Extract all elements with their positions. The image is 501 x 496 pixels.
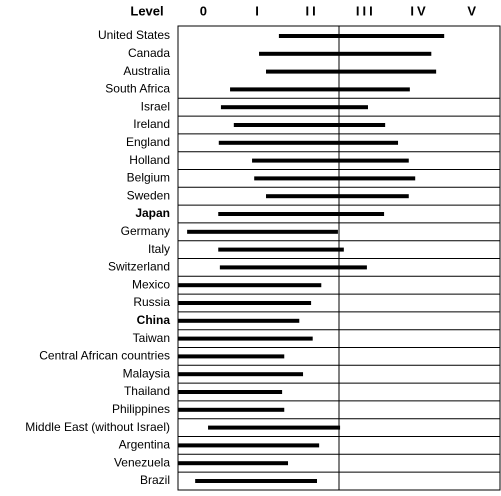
level-label: IV bbox=[410, 3, 428, 18]
range-bar bbox=[218, 212, 385, 216]
category-label: United States bbox=[98, 28, 170, 42]
category-label: Ireland bbox=[133, 117, 170, 131]
category-label: Malaysia bbox=[123, 366, 171, 380]
category-label: Australia bbox=[123, 64, 170, 78]
category-label: Holland bbox=[129, 153, 170, 167]
range-bar bbox=[178, 354, 285, 359]
category-label: Sweden bbox=[127, 188, 170, 202]
level-label: II bbox=[306, 3, 319, 18]
category-label: Brazil bbox=[140, 473, 170, 487]
range-bar bbox=[195, 479, 317, 483]
range-bar bbox=[178, 283, 322, 288]
range-bar bbox=[233, 123, 386, 127]
category-label: Venezuela bbox=[114, 455, 170, 469]
category-label: Taiwan bbox=[133, 331, 170, 345]
range-bar bbox=[218, 140, 399, 145]
range-bar bbox=[178, 318, 300, 323]
category-label: Japan bbox=[135, 206, 170, 220]
category-label: Israel bbox=[141, 99, 170, 113]
category-label: Thailand bbox=[124, 384, 170, 398]
category-label: Switzerland bbox=[108, 260, 170, 274]
level-label: 0 bbox=[200, 3, 210, 18]
category-label: South Africa bbox=[105, 82, 170, 96]
level-label: III bbox=[356, 3, 376, 18]
category-label: Belgium bbox=[127, 171, 170, 185]
category-label: Canada bbox=[128, 46, 170, 60]
category-label: Argentina bbox=[119, 438, 171, 452]
range-bar bbox=[178, 390, 283, 394]
category-label: Germany bbox=[121, 224, 170, 238]
range-bar bbox=[208, 425, 341, 430]
range-bar bbox=[220, 105, 368, 110]
range-bar bbox=[178, 443, 320, 448]
category-label: Russia bbox=[133, 295, 170, 309]
range-bar bbox=[252, 158, 409, 163]
range-bar bbox=[219, 265, 367, 270]
category-label: Italy bbox=[148, 242, 170, 256]
range-bar bbox=[266, 194, 409, 199]
level-label: I bbox=[255, 3, 262, 18]
range-bar bbox=[259, 51, 432, 56]
level-label: V bbox=[467, 3, 479, 18]
category-label: China bbox=[137, 313, 171, 327]
range-bar bbox=[218, 247, 344, 252]
category-label: Central African countries bbox=[39, 349, 170, 363]
header: Level bbox=[130, 3, 163, 18]
range-bar bbox=[187, 229, 338, 234]
category-label: Middle East (without Israel) bbox=[25, 420, 170, 434]
range-bar bbox=[266, 69, 437, 74]
category-label: Mexico bbox=[132, 277, 170, 291]
range-bar bbox=[178, 407, 285, 412]
range-bar bbox=[178, 336, 313, 341]
range-bar bbox=[230, 87, 410, 92]
category-label: England bbox=[126, 135, 170, 149]
range-bar bbox=[254, 176, 416, 181]
range-bar bbox=[278, 34, 445, 38]
range-bar bbox=[178, 301, 312, 305]
range-bar bbox=[178, 461, 289, 466]
range-bar bbox=[178, 372, 304, 377]
category-label: Philippines bbox=[112, 402, 170, 416]
